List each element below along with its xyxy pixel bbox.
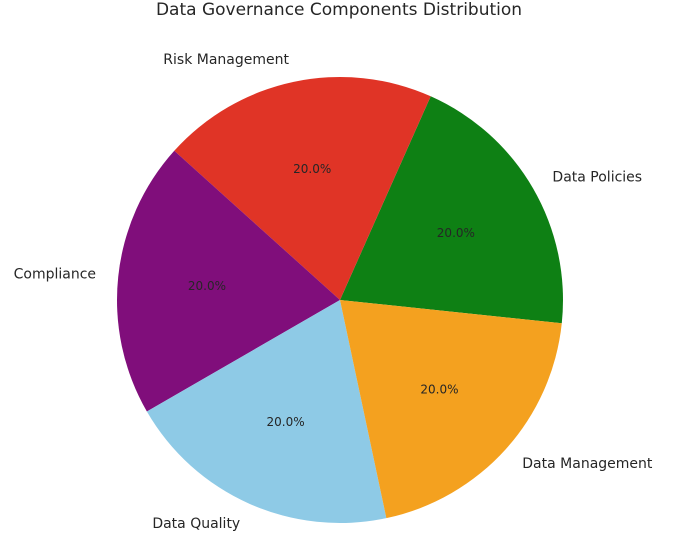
percent-labels: 20.0% 20.0% 20.0% 20.0% 20.0%: [188, 162, 475, 429]
slice-data-management: [340, 300, 562, 519]
chart-title: Data Governance Components Distribution: [156, 0, 522, 20]
category-label-compliance: Compliance: [14, 266, 96, 282]
category-label-data-management: Data Management: [522, 456, 653, 472]
slice-compliance: [117, 150, 340, 412]
category-label-risk-management: Risk Management: [163, 52, 289, 68]
pie-slices: [117, 77, 564, 523]
percent-label-data-policies: 20.0%: [437, 226, 475, 240]
slice-data-policies: [340, 96, 564, 324]
percent-label-compliance: 20.0%: [188, 279, 226, 293]
percent-label-data-management: 20.0%: [420, 383, 458, 397]
slice-risk-management: [174, 77, 431, 301]
category-labels: Data Policies Risk Management Compliance Da…: [14, 52, 653, 532]
percent-label-risk-management: 20.0%: [293, 162, 331, 176]
slice-data-quality: [146, 300, 387, 523]
category-label-data-policies: Data Policies: [552, 169, 642, 185]
percent-label-data-quality: 20.0%: [267, 415, 305, 429]
category-label-data-quality: Data Quality: [152, 516, 240, 532]
